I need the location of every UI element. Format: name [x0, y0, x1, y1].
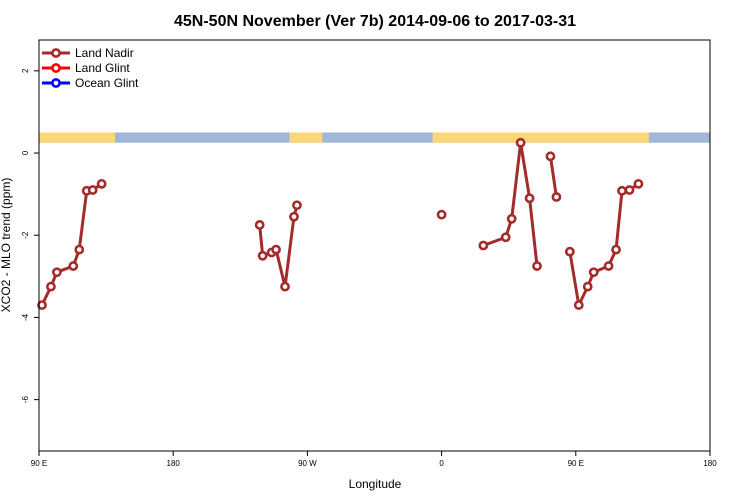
y-tick-label: 0 [21, 150, 30, 155]
x-tick-label: 90 W [298, 459, 317, 468]
y-tick-label: 2 [21, 68, 30, 73]
data-point [524, 193, 535, 204]
plot-frame [38, 39, 711, 452]
data-point [532, 261, 542, 271]
legend-swatch-marker [51, 48, 61, 58]
series-line [568, 182, 640, 307]
land-sea-strip [39, 132, 710, 143]
series-line [548, 156, 558, 198]
data-point [289, 211, 299, 222]
data-point [545, 151, 556, 162]
data-point [292, 200, 302, 211]
data-point [624, 185, 635, 195]
data-point [74, 244, 85, 255]
data-point [87, 185, 98, 195]
y-tick-label: -6 [21, 396, 30, 404]
x-axis-label: Longitude [349, 477, 402, 491]
data-point [506, 213, 517, 224]
data-point [515, 137, 526, 148]
data-point [633, 178, 644, 189]
legend-label: Land Nadir [75, 46, 134, 60]
data-point [603, 261, 614, 271]
data-point [564, 246, 575, 257]
y-tick-label: -4 [21, 313, 30, 321]
data-point [254, 220, 265, 230]
x-tick-label: 180 [703, 459, 717, 468]
data-point [46, 281, 56, 292]
series-line [482, 141, 539, 267]
data-point [271, 244, 281, 255]
ocean-band [39, 132, 710, 143]
y-tick-label: -2 [21, 231, 30, 239]
data-point [257, 250, 268, 261]
y-axis: 2 0 -2 -4 -6 [21, 68, 39, 403]
legend-swatch-marker [51, 78, 61, 88]
x-tick-label: 90 E [568, 459, 584, 468]
land-band [289, 132, 323, 143]
data-point [551, 192, 562, 202]
land-band [432, 132, 649, 143]
series-layer [37, 137, 644, 310]
data-point [500, 232, 511, 243]
data-point [68, 261, 79, 271]
land-band [39, 132, 116, 143]
x-tick-label: 0 [439, 459, 444, 468]
chart-title: 45N-50N November (Ver 7b) 2014-09-06 to … [174, 13, 576, 30]
data-point [51, 267, 62, 278]
data-point [280, 281, 290, 292]
x-tick-label: 90 E [31, 459, 47, 468]
data-point [478, 240, 489, 251]
data-point [37, 300, 47, 310]
data-point [611, 244, 621, 255]
data-point [573, 300, 584, 310]
data-point [96, 178, 107, 189]
legend-label: Ocean Glint [75, 76, 139, 90]
x-tick-label: 180 [167, 459, 181, 468]
data-point [588, 267, 599, 278]
x-axis: 90 E 180 90 W 0 90 E 180 [31, 451, 717, 468]
y-axis-label: XCO2 - MLO trend (ppm) [0, 178, 13, 313]
data-point [436, 209, 447, 220]
data-point [617, 185, 627, 196]
legend-swatch-marker [51, 63, 61, 73]
data-point [582, 281, 593, 292]
legend-label: Land Glint [75, 61, 130, 75]
